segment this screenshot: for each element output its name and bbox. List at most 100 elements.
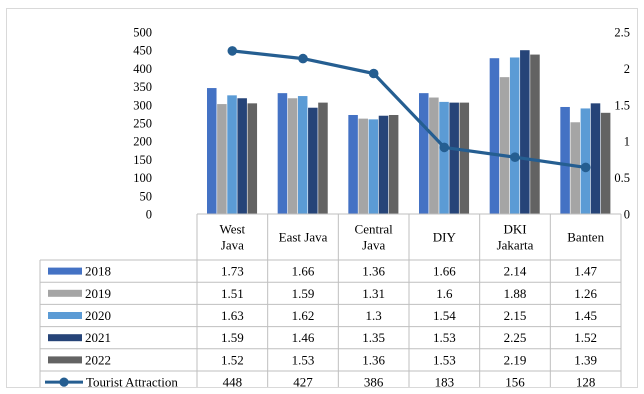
legend-label: 2022 xyxy=(85,352,111,367)
table-cell: 1.46 xyxy=(292,330,315,345)
bar-2021 xyxy=(237,98,247,214)
bar-2018 xyxy=(490,58,500,214)
y-right-tick-label: 2 xyxy=(624,62,630,76)
bar-2021 xyxy=(379,116,389,214)
line-point-tourist-attraction xyxy=(581,163,591,173)
table-cell: 1.53 xyxy=(433,352,456,367)
line-point-tourist-attraction xyxy=(228,46,238,56)
table-cell: 1.36 xyxy=(362,264,385,279)
bar-2020 xyxy=(439,102,449,214)
table-cell: 2.19 xyxy=(504,352,527,367)
table-cell: 1.62 xyxy=(292,308,315,323)
table-cell: 1.88 xyxy=(504,286,527,301)
table-cell: 2.25 xyxy=(504,330,527,345)
table-cell: 1.66 xyxy=(433,264,456,279)
bar-2020 xyxy=(581,108,591,214)
y-right-tick-label: 0.5 xyxy=(614,171,630,185)
y-left-tick-label: 450 xyxy=(133,44,152,58)
y-left-tick-label: 250 xyxy=(133,117,152,131)
y-left-tick-label: 400 xyxy=(133,62,152,76)
table-cell: 128 xyxy=(576,375,596,387)
bar-2022 xyxy=(530,55,540,214)
table-cell: 1.52 xyxy=(221,352,244,367)
table-cell: 1.3 xyxy=(366,308,382,323)
y-right-tick-label: 1.5 xyxy=(614,98,630,112)
table-cell: 2.14 xyxy=(504,264,527,279)
y-left-tick-label: 50 xyxy=(140,189,153,203)
line-point-tourist-attraction xyxy=(369,69,379,79)
y-left-tick-label: 500 xyxy=(133,26,152,40)
y-left-tick-label: 100 xyxy=(133,171,152,185)
legend-key-2021 xyxy=(48,334,82,341)
line-point-tourist-attraction xyxy=(510,152,520,162)
bar-2022 xyxy=(318,103,328,214)
table-cell: 1.59 xyxy=(292,286,315,301)
bar-2021 xyxy=(308,108,318,214)
category-label: DIY xyxy=(433,230,457,245)
category-label: DKI xyxy=(503,222,526,237)
legend-key-2020 xyxy=(48,312,82,319)
chart-frame: 0 50 100 150 200 250 300 350 400 450 500 0 0.5 1 1.5 2 2… xyxy=(6,8,638,388)
y-left-tick-label: 150 xyxy=(133,153,152,167)
line-point-tourist-attraction xyxy=(440,143,450,153)
combo-chart: 05010015020025030035040045050000.511.522… xyxy=(7,9,637,387)
bar-2018 xyxy=(207,88,217,214)
bar-2020 xyxy=(510,57,520,214)
bar-2019 xyxy=(500,77,510,214)
bar-2020 xyxy=(369,119,379,214)
table-cell: 448 xyxy=(223,375,243,387)
legend-key-2018 xyxy=(48,268,82,275)
bar-2021 xyxy=(520,50,530,214)
y-left-tick-label: 300 xyxy=(133,98,152,112)
table-cell: 1.73 xyxy=(221,264,244,279)
table-cell: 1.39 xyxy=(574,352,597,367)
category-label: West xyxy=(219,222,245,237)
y-left-tick-label: 0 xyxy=(146,208,152,222)
legend-key-2019 xyxy=(48,290,82,297)
legend-key-2022 xyxy=(48,356,82,363)
table-cell: 427 xyxy=(293,375,313,387)
category-label: Jakarta xyxy=(497,238,534,253)
table-cell: 1.59 xyxy=(221,330,244,345)
bar-2022 xyxy=(248,103,258,214)
y-right-tick-label: 1 xyxy=(624,135,630,149)
table-cell: 1.66 xyxy=(292,264,315,279)
bar-2018 xyxy=(419,93,429,214)
table-cell: 1.26 xyxy=(574,286,597,301)
table-cell: 386 xyxy=(364,375,384,387)
bar-2019 xyxy=(217,104,227,214)
legend-label: 2021 xyxy=(85,330,111,345)
category-label: Banten xyxy=(567,230,604,245)
y-right-tick-label: 0 xyxy=(624,208,630,222)
legend-label: Tourist Attraction xyxy=(86,375,178,387)
bar-2020 xyxy=(227,95,237,214)
bar-2019 xyxy=(358,119,368,214)
table-cell: 1.63 xyxy=(221,308,244,323)
table-cell: 1.6 xyxy=(436,286,453,301)
table-cell: 1.52 xyxy=(574,330,597,345)
bar-2020 xyxy=(298,96,308,214)
table-cell: 1.47 xyxy=(574,264,597,279)
category-label: East Java xyxy=(279,230,328,245)
table-cell: 2.15 xyxy=(504,308,527,323)
bar-2018 xyxy=(348,115,358,214)
table-cell: 1.53 xyxy=(433,330,456,345)
bar-2018 xyxy=(560,107,570,214)
category-label: Java xyxy=(362,238,385,253)
table-cell: 1.36 xyxy=(362,352,385,367)
line-point-tourist-attraction xyxy=(298,54,308,64)
y-left-tick-label: 350 xyxy=(133,80,152,94)
bar-2019 xyxy=(570,122,580,214)
y-left-tick-label: 200 xyxy=(133,135,152,149)
table-cell: 1.35 xyxy=(362,330,385,345)
table-cell: 1.45 xyxy=(574,308,597,323)
bar-2019 xyxy=(429,98,439,214)
legend-label: 2019 xyxy=(85,286,111,301)
bar-2018 xyxy=(278,93,288,214)
table-cell: 1.54 xyxy=(433,308,456,323)
bar-2021 xyxy=(449,103,459,214)
bar-2019 xyxy=(288,98,298,214)
bar-2022 xyxy=(460,103,470,214)
y-right-tick-label: 2.5 xyxy=(614,26,630,40)
table-cell: 1.53 xyxy=(292,352,315,367)
